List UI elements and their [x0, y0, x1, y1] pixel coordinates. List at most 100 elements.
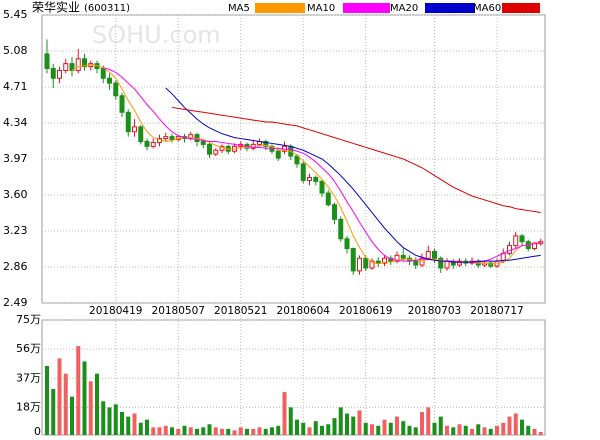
candle-body	[357, 257, 362, 272]
ma-line	[103, 67, 541, 263]
x-tick-label: 20180703	[408, 305, 461, 317]
x-tick-label: 20180604	[277, 305, 331, 317]
volume-bar	[370, 424, 374, 435]
volume-bar	[282, 392, 287, 435]
candle-body	[375, 260, 381, 264]
volume-bar	[257, 427, 262, 435]
candle-body	[300, 163, 306, 181]
volume-bar	[57, 358, 62, 435]
volume-bar	[163, 425, 168, 435]
x-tick-label: 20180717	[470, 305, 523, 317]
candle-body	[132, 126, 137, 133]
volume-bar	[276, 425, 281, 435]
volume-bar	[201, 427, 206, 435]
volume-bar	[463, 425, 468, 435]
volume-bar	[63, 373, 68, 435]
volume-bar	[470, 428, 474, 435]
watermark: SOHU.com	[92, 21, 221, 49]
y-tick-label: 5.45	[3, 8, 28, 21]
y-tick-label: 3.23	[3, 224, 28, 237]
volume-bar	[132, 413, 137, 435]
volume-bar	[395, 416, 399, 435]
candle-body	[75, 58, 81, 71]
volume-bar	[501, 422, 506, 435]
volume-bar	[345, 413, 349, 435]
volume-bar	[295, 419, 299, 435]
candle-body	[82, 58, 87, 68]
candle-body	[363, 257, 369, 269]
candle-body	[507, 245, 512, 254]
volume-bar	[113, 404, 118, 435]
y-tick-label: 18万	[16, 400, 41, 413]
volume-bar	[88, 381, 93, 435]
candle-body	[519, 235, 525, 243]
legend-swatch	[343, 3, 390, 13]
y-tick-label: 3.97	[3, 152, 28, 165]
volume-bar	[332, 418, 337, 435]
candle-body	[344, 238, 350, 250]
volume-bar	[407, 425, 412, 435]
candle-body	[107, 77, 112, 84]
candle-body	[382, 257, 387, 264]
candle-body	[532, 243, 537, 250]
volume-bar	[220, 428, 224, 435]
volume-bar	[151, 427, 156, 435]
legend-label: MA10	[307, 3, 335, 14]
volume-bar	[126, 416, 131, 435]
volume-bar	[382, 419, 387, 435]
candle-body	[207, 143, 212, 155]
volume-bar	[438, 416, 443, 435]
legend-swatch	[502, 3, 540, 13]
legend-label: MA20	[390, 3, 418, 14]
candle-body	[369, 260, 375, 269]
volume-bar	[182, 425, 187, 435]
volume-bar	[401, 421, 406, 435]
volume-bar	[351, 416, 356, 435]
candle-body	[413, 260, 419, 266]
candle-body	[400, 254, 406, 259]
y-tick-label: 56万	[16, 342, 41, 355]
volume-bar	[195, 428, 199, 435]
y-tick-label: 0	[34, 425, 41, 438]
volume-bar	[413, 427, 418, 435]
volume-bar	[326, 424, 331, 435]
volume-bar	[263, 428, 268, 435]
ma-line	[171, 106, 541, 214]
y-tick-label: 2.86	[3, 260, 28, 273]
volume-bar	[232, 430, 237, 435]
candle-body	[338, 218, 344, 240]
y-tick-label: 4.71	[3, 80, 28, 93]
y-tick-label: 3.60	[3, 188, 28, 201]
candle-body	[57, 69, 62, 79]
candle-body	[313, 176, 319, 182]
x-tick-label: 20180419	[89, 305, 142, 317]
volume-bar	[363, 422, 368, 435]
volume-bar	[313, 421, 318, 435]
candle-body	[63, 63, 69, 71]
volume-bar	[388, 422, 393, 435]
volume-bar	[420, 412, 424, 435]
volume-bar	[76, 346, 81, 435]
candle-body	[100, 68, 106, 79]
candle-body	[513, 235, 519, 247]
volume-bar	[170, 427, 174, 435]
volume-bar	[95, 373, 99, 435]
volume-bar	[538, 431, 543, 435]
y-tick-label: 4.34	[3, 116, 28, 129]
volume-bar	[482, 427, 487, 435]
candle-body	[138, 126, 144, 142]
volume-bar	[507, 416, 512, 435]
volume-bar	[213, 427, 218, 435]
candle-body	[350, 248, 356, 272]
candle-body	[200, 140, 206, 145]
volume-bar	[526, 425, 531, 435]
volume-bar	[188, 427, 193, 435]
stock-code: (600311)	[84, 3, 130, 14]
legend-label: MA5	[228, 3, 250, 14]
volume-bar	[532, 428, 537, 435]
volume-bar	[251, 428, 256, 435]
candle-body	[332, 204, 337, 220]
volume-bar	[45, 366, 49, 435]
x-tick-label: 20180521	[214, 305, 267, 317]
candle-body	[119, 95, 125, 113]
